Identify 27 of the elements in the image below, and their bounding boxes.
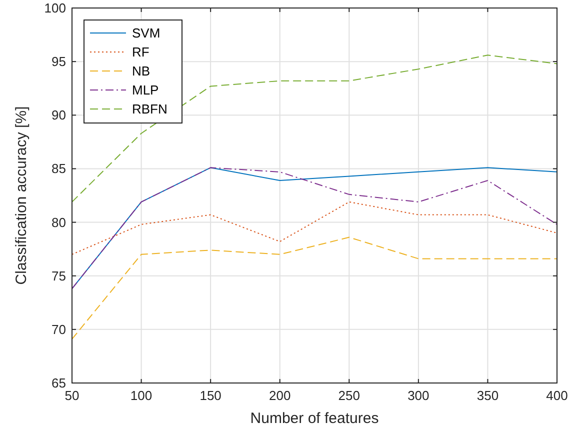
line-series (72, 201, 558, 255)
y-axis-title: Classification accuracy [%] (13, 106, 30, 285)
legend-label: RBFN (132, 102, 168, 116)
y-tick-label: 100 (44, 0, 66, 16)
legend-label: RF (132, 44, 150, 60)
y-tick-label: 75 (52, 268, 66, 284)
y-tick-label: 85 (52, 161, 66, 176)
legend-label: NB (132, 64, 150, 78)
x-tick-label: 250 (338, 388, 360, 403)
x-tick-label: 350 (476, 388, 499, 403)
line-series (72, 236, 558, 340)
x-axis-title: Number of features (250, 410, 379, 427)
y-tick-label: 70 (52, 322, 66, 337)
x-tick-label: 200 (269, 388, 291, 403)
line-series (72, 167, 558, 290)
y-tick-label: 95 (52, 54, 66, 70)
legend-label: MLP (132, 82, 159, 98)
y-tick-label: 80 (52, 214, 66, 230)
x-tick-label: 300 (408, 388, 430, 403)
y-tick-label: 65 (52, 376, 66, 390)
legend-label: SVM (132, 26, 160, 40)
x-tick-label: 400 (546, 388, 568, 403)
y-tick-label: 90 (52, 108, 66, 123)
line-series (72, 54, 558, 202)
x-tick-label: 50 (64, 388, 80, 403)
x-tick-label: 150 (200, 388, 222, 403)
x-tick-label: 100 (130, 388, 152, 403)
